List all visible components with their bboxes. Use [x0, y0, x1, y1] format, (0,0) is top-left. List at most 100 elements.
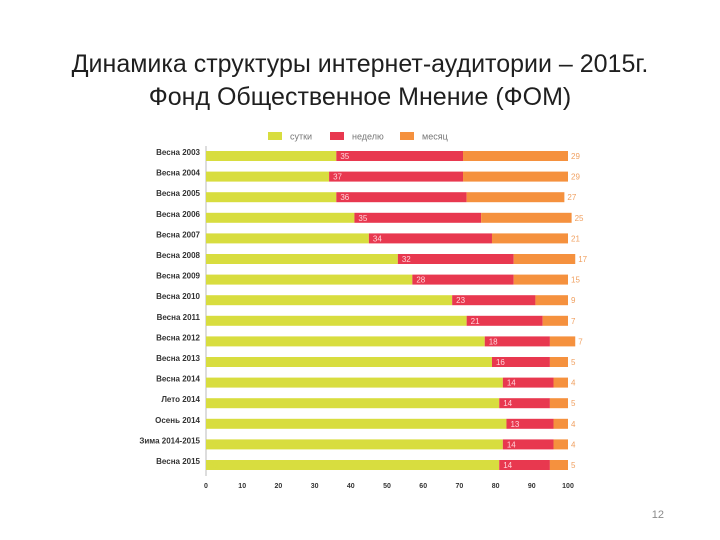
category-label: Весна 2006 [156, 210, 200, 219]
x-tick-label: 60 [419, 483, 427, 490]
bar-segment [206, 460, 500, 470]
data-label: 4 [571, 420, 576, 429]
data-label: 34 [373, 234, 382, 243]
data-label: 35 [340, 152, 349, 161]
data-label: 81 [210, 399, 219, 408]
data-label: 83 [210, 420, 219, 429]
data-label: 57 [210, 276, 219, 285]
category-label: Весна 2015 [156, 457, 200, 466]
data-label: 45 [210, 234, 219, 243]
legend-swatch [400, 132, 414, 140]
data-label: 29 [571, 173, 580, 182]
bar-segment [206, 233, 369, 244]
bar-segment [506, 418, 554, 429]
bar-segment [513, 274, 568, 285]
bar-segment [553, 439, 568, 450]
data-label: 7 [578, 337, 583, 346]
legend-swatch [268, 132, 282, 140]
bar-segment [354, 212, 482, 223]
bar-segment [553, 377, 568, 388]
legend-swatch [330, 132, 344, 140]
data-label: 4 [571, 440, 576, 449]
bar-segment [463, 151, 568, 161]
category-label: Весна 2013 [156, 354, 200, 363]
data-label: 14 [507, 440, 516, 449]
data-label: 5 [571, 461, 576, 470]
category-label: Весна 2010 [156, 292, 200, 301]
bar-segment [502, 377, 554, 388]
slide-title-line-1: Динамика структуры интернет-аудитории – … [71, 50, 649, 78]
bar-segment [206, 315, 467, 326]
bar-segment [491, 233, 568, 244]
x-tick-label: 50 [383, 483, 391, 490]
bar-segment [549, 460, 568, 470]
x-tick-label: 100 [562, 483, 574, 490]
bar-segment [206, 192, 337, 203]
bar-segment [206, 336, 485, 347]
data-label: 18 [489, 337, 498, 346]
data-label: 23 [456, 296, 465, 305]
category-label: Весна 2005 [156, 189, 200, 198]
x-tick-label: 80 [492, 483, 500, 490]
bar-segment [484, 336, 550, 347]
data-label: 28 [416, 276, 425, 285]
category-label: Весна 2003 [156, 148, 200, 157]
x-tick-label: 10 [238, 483, 246, 490]
bar-segment [329, 171, 464, 182]
data-label: 4 [210, 214, 215, 223]
data-label: 15 [571, 276, 580, 285]
bar-segment [549, 336, 576, 347]
category-label: Осень 2014 [155, 416, 200, 425]
x-tick-label: 90 [528, 483, 536, 490]
data-label: 72 [210, 317, 219, 326]
bar-segment [206, 171, 330, 182]
bar-segment [542, 315, 568, 326]
legend-label: месяц [422, 132, 448, 142]
data-label: 4 [571, 379, 576, 388]
data-label: 5 [571, 358, 576, 367]
data-label: 77 [210, 337, 219, 346]
data-label: 81 [210, 461, 219, 470]
bar-segment [412, 274, 514, 285]
data-label: 82 [210, 379, 219, 388]
bar-segment [368, 233, 492, 244]
data-label: 25 [575, 214, 584, 223]
category-label: Весна 2012 [156, 333, 200, 342]
bar-segment [397, 254, 514, 264]
bar-segment [481, 212, 572, 223]
legend-label: неделю [352, 132, 384, 142]
x-tick-label: 30 [311, 483, 319, 490]
bar-segment [336, 151, 464, 161]
bar-segment [206, 357, 492, 367]
bar-segment [206, 212, 355, 223]
data-label: 14 [503, 399, 512, 408]
bar-segment [206, 398, 500, 409]
bar-segment [206, 418, 507, 429]
bar-segment [499, 398, 550, 409]
x-tick-label: 40 [347, 483, 355, 490]
bar-segment [206, 151, 337, 161]
page-number: 12 [651, 509, 664, 521]
bar-segment [491, 357, 550, 367]
bar-segment [336, 192, 467, 203]
bar-segment [206, 439, 503, 450]
data-label: 68 [210, 296, 219, 305]
data-label: 9 [571, 296, 576, 305]
data-label: 82 [210, 440, 219, 449]
bar-segment [206, 254, 398, 264]
x-tick-label: 70 [456, 483, 464, 490]
category-label: Весна 2014 [156, 375, 200, 384]
category-label: Весна 2008 [156, 251, 200, 260]
data-label: 17 [578, 255, 587, 264]
bar-segment [535, 295, 568, 306]
data-label: 79 [210, 358, 219, 367]
bar-segment [206, 274, 413, 285]
data-label: 32 [402, 255, 411, 264]
bar-segment [549, 357, 568, 367]
bar-segment [499, 460, 550, 470]
data-label: 36 [340, 193, 349, 202]
data-label: 21 [471, 317, 480, 326]
x-tick-label: 0 [204, 483, 208, 490]
data-label: 16 [496, 358, 505, 367]
category-label: Лето 2014 [161, 395, 200, 404]
